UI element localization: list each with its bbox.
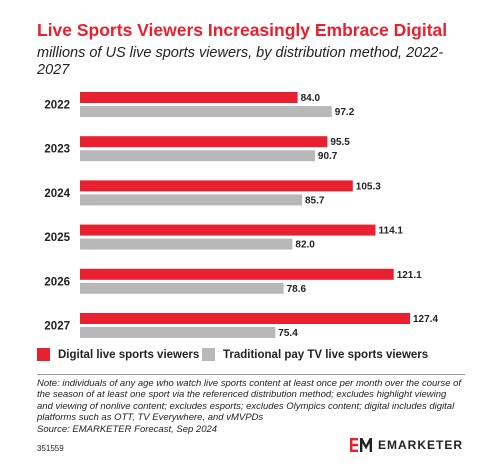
year-label-2027: 2027 [44,321,70,333]
bar-chart: 2022 84.0 97.2 2023 95.5 90.7 2024 105.3 85.7 202… [44,92,438,339]
year-label-2023: 2023 [44,144,70,156]
bar-digital-2024 [80,180,353,192]
value-label-digital-2025: 114.1 [379,226,404,237]
legend-swatch-traditional [202,348,215,361]
value-label-digital-2027: 127.4 [413,314,438,325]
footer-divider [37,374,465,375]
bar-digital-2027 [80,313,410,324]
chart-id: 351559 [37,444,64,453]
value-label-traditional-2023: 90.7 [318,151,338,162]
emarketer-logo: EMARKETER [349,438,463,452]
em-logo-icon [349,438,372,452]
chart-title: Live Sports Viewers Increasingly Embrace… [37,20,448,40]
value-label-traditional-2027: 75.4 [278,328,298,339]
value-label-digital-2026: 121.1 [397,270,422,281]
year-label-2022: 2022 [44,100,70,112]
legend-label-digital: Digital live sports viewers [58,348,200,361]
year-label-2026: 2026 [44,276,70,288]
note-text: Note: individuals of any age who watch l… [37,378,462,424]
value-label-traditional-2025: 82.0 [295,240,315,251]
year-label-2024: 2024 [44,188,70,200]
brand-name: EMARKETER [377,438,463,452]
value-label-digital-2022: 84.0 [301,93,321,104]
value-label-traditional-2026: 78.6 [287,284,307,295]
value-label-digital-2024: 105.3 [356,181,381,192]
value-label-traditional-2022: 97.2 [335,107,355,118]
legend-label-traditional: Traditional pay TV live sports viewers [223,348,429,361]
value-label-digital-2023: 95.5 [330,137,350,148]
year-label-2025: 2025 [44,232,70,244]
bar-digital-2026 [80,268,394,280]
bar-traditional-2022 [80,106,332,117]
legend: Digital live sports viewers Traditional … [37,348,477,368]
bar-traditional-2027 [80,327,276,338]
bar-digital-2022 [80,92,298,103]
bar-traditional-2023 [80,150,315,162]
chart-subtitle: millions of US live sports viewers, by d… [37,45,444,78]
bar-traditional-2025 [80,238,293,250]
bar-traditional-2026 [80,282,284,294]
bar-digital-2023 [80,136,328,148]
legend-item-digital: Digital live sports viewers [37,348,199,361]
legend-item-traditional: Traditional pay TV live sports viewers [202,348,428,361]
footnote: Note: individuals of any age who watch l… [37,378,462,435]
bar-traditional-2024 [80,194,302,206]
legend-swatch-digital [37,348,50,361]
value-label-traditional-2024: 85.7 [305,195,325,206]
source-text: Source: EMARKETER Forecast, Sep 2024 [37,423,218,435]
bar-digital-2025 [80,224,376,236]
